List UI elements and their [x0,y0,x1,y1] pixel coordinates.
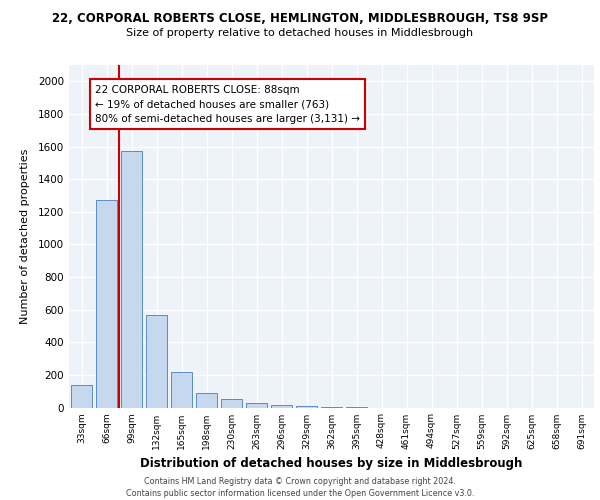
Bar [71,384,92,407]
Bar [221,400,242,407]
Bar [296,406,317,407]
X-axis label: Distribution of detached houses by size in Middlesbrough: Distribution of detached houses by size … [140,457,523,470]
Text: Size of property relative to detached houses in Middlesbrough: Size of property relative to detached ho… [127,28,473,38]
Text: Contains public sector information licensed under the Open Government Licence v3: Contains public sector information licen… [126,488,474,498]
Bar [121,152,142,408]
Bar [271,405,292,407]
Y-axis label: Number of detached properties: Number of detached properties [20,148,29,324]
Text: Contains HM Land Registry data © Crown copyright and database right 2024.: Contains HM Land Registry data © Crown c… [144,478,456,486]
Bar [196,393,217,407]
Text: 22 CORPORAL ROBERTS CLOSE: 88sqm
← 19% of detached houses are smaller (763)
80% : 22 CORPORAL ROBERTS CLOSE: 88sqm ← 19% o… [95,84,360,124]
Bar [171,372,192,408]
Bar [96,200,117,408]
Bar [146,314,167,408]
Bar [246,402,267,407]
Text: 22, CORPORAL ROBERTS CLOSE, HEMLINGTON, MIDDLESBROUGH, TS8 9SP: 22, CORPORAL ROBERTS CLOSE, HEMLINGTON, … [52,12,548,26]
